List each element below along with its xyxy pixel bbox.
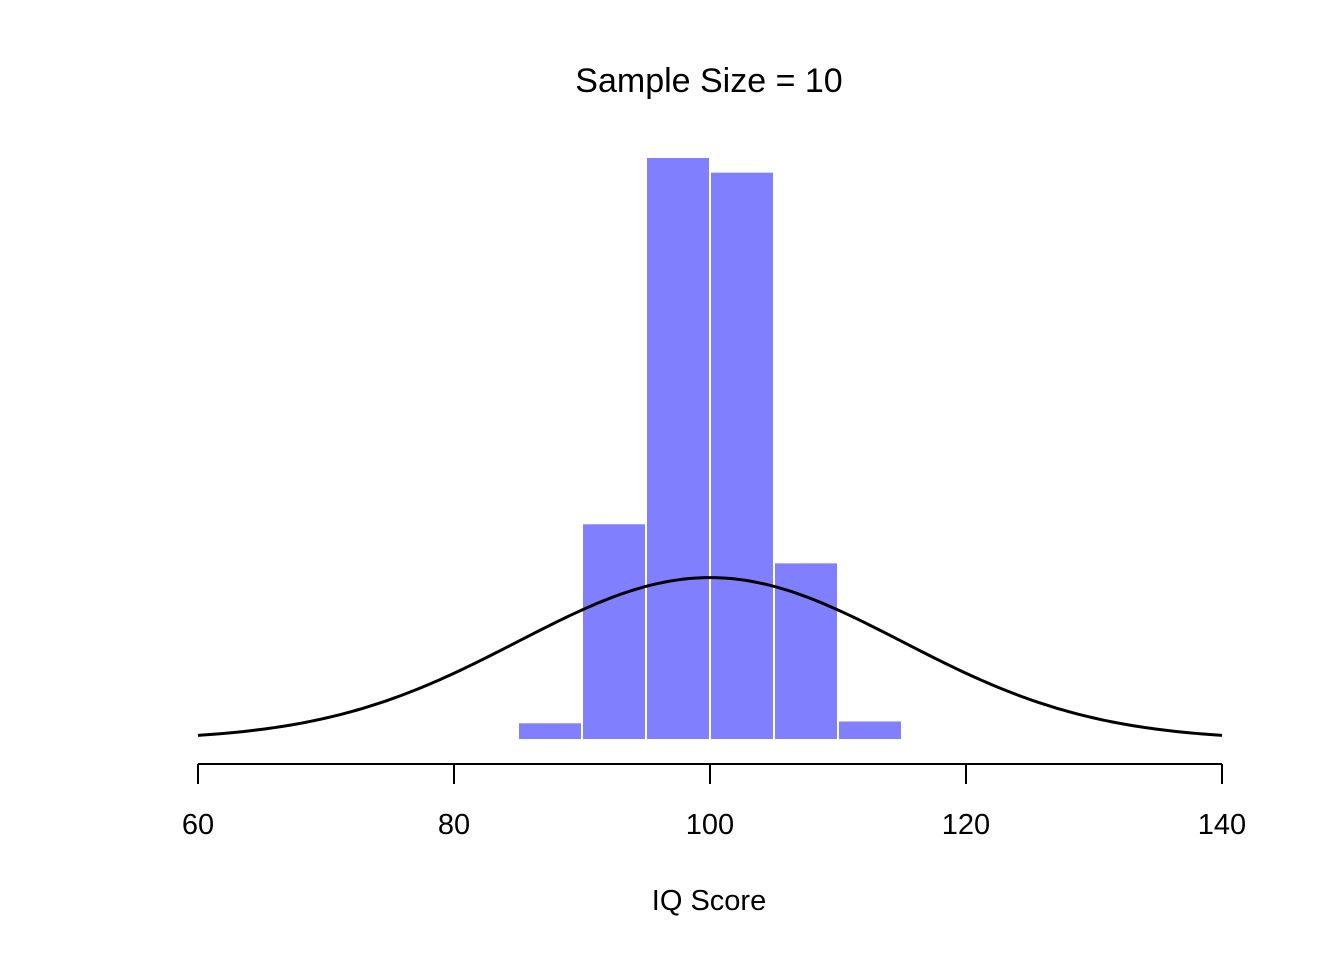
x-tick-label: 120	[942, 809, 990, 841]
x-axis-title: IQ Score	[652, 885, 766, 917]
normal-curve-layer	[197, 576, 1223, 737]
histogram-bar	[837, 719, 903, 741]
x-tick-label: 60	[182, 809, 214, 841]
histogram-bar	[709, 170, 775, 741]
histogram-bar	[581, 522, 647, 741]
histogram-bars	[517, 156, 903, 742]
normal-curve-line	[197, 576, 1223, 737]
x-tick-label: 140	[1198, 809, 1246, 841]
chart-title: Sample Size = 10	[575, 62, 842, 100]
histogram-bar	[645, 156, 711, 741]
x-tick-label: 100	[686, 809, 734, 841]
histogram-bar	[773, 561, 839, 742]
x-tick-label: 80	[438, 809, 470, 841]
x-axis: 60 80 100 120 140	[182, 763, 1246, 841]
histogram-bar	[517, 721, 583, 741]
